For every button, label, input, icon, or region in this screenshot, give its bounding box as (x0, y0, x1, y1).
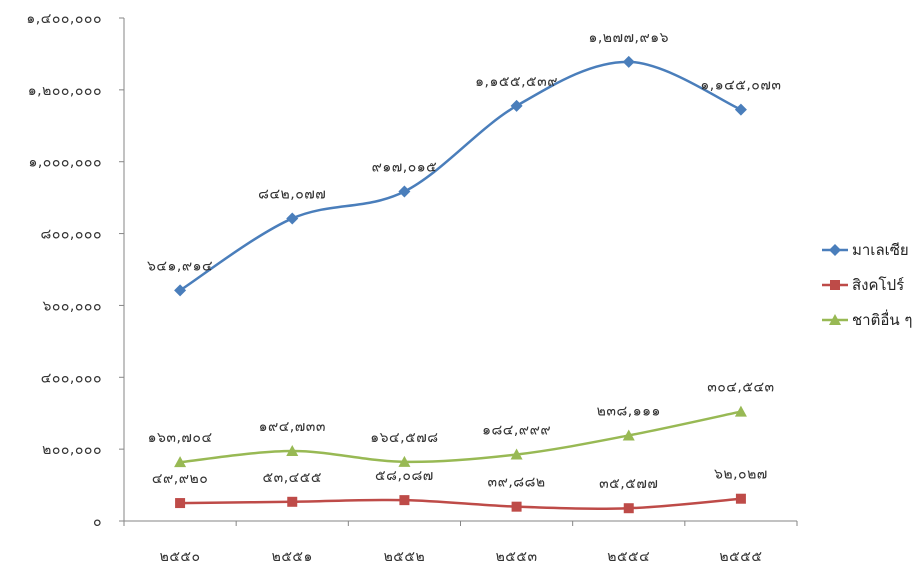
data-label: ๖๔๑,๙๑๔ (147, 258, 213, 274)
legend-swatch-marker (829, 314, 841, 325)
y-tick-labels: ๐ ๒๐๐,๐๐๐ ๔๐๐,๐๐๐ ๖๐๐,๐๐๐ ๘๐๐,๐๐๐ ๑,๐๐๐,๐๐๐ ๑,… (26, 11, 124, 530)
y-tick-label: ๐ (93, 514, 102, 530)
x-tick-label: ๒๕๕๕ (719, 549, 762, 562)
data-point-0-3 (510, 99, 523, 112)
data-point-2-2 (398, 455, 411, 467)
data-point-2-1 (286, 445, 299, 457)
data-label: ๓๕,๕๗๗ (599, 476, 658, 492)
data-label: ๙๑๗,๐๑๕ (372, 160, 438, 176)
x-tick-label: ๒๕๕๒ (384, 549, 426, 562)
legend-swatch-marker (829, 244, 841, 256)
data-label: ๖๒,๐๒๗ (714, 467, 768, 483)
data-label: ๒๓๘,๑๑๑ (597, 403, 661, 419)
data-point-0-0 (174, 284, 187, 297)
y-tick-label: ๘๐๐,๐๐๐ (41, 227, 102, 243)
data-label: ๕๓,๔๕๕ (263, 470, 322, 486)
data-label: ๑,๒๗๗,๙๑๖ (588, 30, 669, 46)
data-label: ๓๐๔,๕๔๓ (707, 380, 774, 396)
data-label: ๑๖๓,๗๐๔ (148, 430, 213, 446)
data-label: ๘๔๒,๐๗๗ (258, 186, 326, 202)
x-tick-labels: ๒๕๕๐ ๒๕๕๑ ๒๕๕๒ ๒๕๕๓ ๒๕๕๔ ๒๕๕๕ (123, 521, 798, 562)
data-label: ๑๙๔,๗๓๓ (259, 419, 326, 435)
y-tick-label: ๒๐๐,๐๐๐ (42, 442, 102, 458)
series-line-1 (180, 497, 742, 510)
legend: มาเลเซียสิงคโปร์ชาติอื่น ๆ (822, 241, 912, 329)
data-label: ๔๙,๙๒๐ (152, 471, 208, 487)
data-label: ๑,๑๔๕,๐๗๓ (700, 78, 781, 94)
x-tick-label: ๒๕๕๓ (496, 549, 538, 562)
legend-label: ชาติอื่น ๆ (852, 309, 912, 329)
data-label: ๑๖๔,๕๗๘ (370, 430, 438, 446)
series-line-2 (179, 410, 742, 464)
y-tick-label: ๑,๒๐๐,๐๐๐ (28, 83, 102, 99)
data-point-1-2 (399, 495, 410, 506)
x-tick-label: ๒๕๕๔ (607, 549, 650, 562)
data-point-2-0 (174, 456, 187, 468)
legend-swatch-marker (830, 280, 840, 290)
y-tick-label: ๑,๔๐๐,๐๐๐ (26, 11, 102, 27)
data-point-1-3 (511, 501, 522, 512)
y-tick-label: ๖๐๐,๐๐๐ (42, 298, 102, 314)
series-markers (174, 55, 747, 514)
legend-label: มาเลเซีย (852, 241, 909, 259)
data-point-1-4 (623, 503, 634, 514)
data-label: ๕๘,๐๘๗ (375, 468, 434, 484)
data-point-0-5 (734, 103, 747, 116)
data-point-1-5 (735, 493, 746, 504)
data-point-2-3 (510, 448, 523, 460)
data-point-2-5 (734, 405, 747, 417)
data-label: ๓๙,๘๘๒ (488, 475, 546, 491)
y-tick-label: ๑,๐๐๐,๐๐๐ (28, 155, 102, 171)
data-point-2-4 (622, 429, 635, 441)
data-point-0-4 (622, 55, 635, 68)
data-label: ๑๘๔,๙๙๙ (482, 423, 551, 439)
series-line-0 (179, 60, 742, 292)
data-point-1-1 (287, 496, 298, 507)
legend-label: สิงคโปร์ (852, 276, 904, 294)
x-tick-label: ๒๕๕๑ (272, 549, 313, 562)
series-lines (179, 60, 742, 510)
data-point-0-1 (286, 212, 299, 225)
x-tick-label: ๒๕๕๐ (160, 549, 201, 562)
data-point-1-0 (175, 498, 186, 509)
data-labels: ๖๔๑,๙๑๔ ๘๔๒,๐๗๗ ๙๑๗,๐๑๕ ๑,๑๕๕,๕๓๙ ๑,๒๗๗,๙๑๖๑… (147, 30, 781, 492)
data-label: ๑,๑๕๕,๕๓๙ (475, 74, 558, 90)
data-point-0-2 (398, 185, 411, 198)
y-tick-label: ๔๐๐,๐๐๐ (41, 370, 102, 386)
